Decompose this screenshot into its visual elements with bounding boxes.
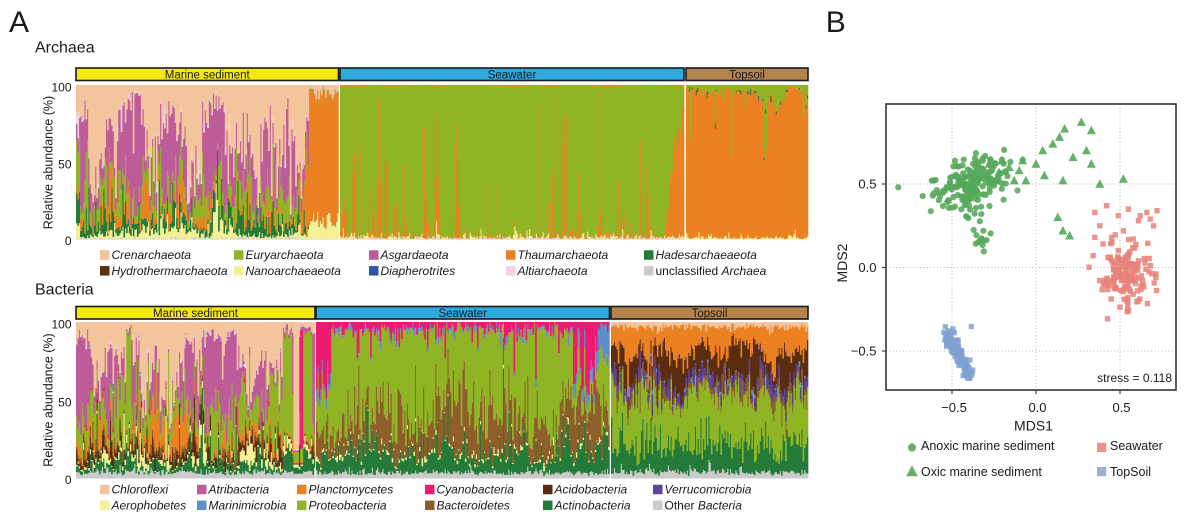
svg-text:Oxic marine sediment: Oxic marine sediment — [921, 465, 1042, 479]
svg-text:Proteobacteria: Proteobacteria — [309, 499, 387, 513]
svg-text:Asgardaeota: Asgardaeota — [380, 248, 449, 262]
svg-text:0.0: 0.0 — [1028, 400, 1046, 415]
svg-text:0.5: 0.5 — [858, 177, 876, 192]
svg-text:A: A — [9, 6, 29, 39]
svg-text:Seawater: Seawater — [438, 308, 487, 320]
svg-text:B: B — [826, 6, 846, 39]
svg-text:Aerophobetes: Aerophobetes — [111, 499, 187, 513]
svg-text:Chloroflexi: Chloroflexi — [112, 483, 169, 497]
svg-text:50: 50 — [58, 395, 72, 409]
svg-text:Actinobacteria: Actinobacteria — [554, 499, 631, 513]
svg-text:−0.5: −0.5 — [851, 344, 877, 359]
svg-text:Seawater: Seawater — [1110, 439, 1163, 453]
svg-text:Planctomycetes: Planctomycetes — [309, 483, 394, 497]
svg-text:Altiarchaeota: Altiarchaeota — [517, 264, 588, 278]
svg-text:Diapherotrites: Diapherotrites — [381, 264, 456, 278]
svg-text:Bacteroidetes: Bacteroidetes — [437, 499, 510, 513]
svg-text:50: 50 — [58, 157, 72, 171]
svg-text:100: 100 — [51, 317, 71, 331]
svg-text:Acidobacteria: Acidobacteria — [554, 483, 628, 497]
svg-text:−0.5: −0.5 — [941, 400, 967, 415]
svg-text:Thaumarchaeota: Thaumarchaeota — [518, 248, 609, 262]
svg-text:Other Bacteria: Other Bacteria — [665, 499, 743, 513]
svg-text:Relative abundance (%): Relative abundance (%) — [42, 333, 56, 466]
svg-text:stress = 0.118: stress = 0.118 — [1097, 371, 1172, 385]
svg-text:0.0: 0.0 — [858, 260, 876, 275]
svg-text:Hadesarchaeaeota: Hadesarchaeaeota — [656, 248, 758, 262]
svg-text:MDS1: MDS1 — [1014, 418, 1053, 434]
svg-text:0: 0 — [65, 473, 72, 487]
svg-text:Atribacteria: Atribacteria — [208, 483, 270, 497]
svg-text:Topsoil: Topsoil — [729, 69, 765, 81]
svg-text:100: 100 — [51, 80, 71, 94]
svg-text:Relative abundance (%): Relative abundance (%) — [42, 96, 56, 229]
svg-text:Euryarchaeota: Euryarchaeota — [246, 248, 324, 262]
svg-text:Bacteria: Bacteria — [35, 281, 94, 298]
svg-text:Marine sediment: Marine sediment — [153, 308, 239, 320]
svg-text:Verrucomicrobia: Verrucomicrobia — [665, 483, 752, 497]
svg-text:Marine sediment: Marine sediment — [165, 69, 251, 81]
svg-text:Topsoil: Topsoil — [692, 308, 728, 320]
svg-text:TopSoil: TopSoil — [1110, 465, 1151, 479]
svg-text:0.5: 0.5 — [1112, 400, 1130, 415]
svg-text:Anoxic marine sediment: Anoxic marine sediment — [921, 439, 1055, 453]
svg-text:0: 0 — [65, 234, 72, 248]
svg-text:Hydrothermarchaeota: Hydrothermarchaeota — [112, 264, 228, 278]
svg-text:Crenarchaeota: Crenarchaeota — [112, 248, 192, 262]
svg-text:Archaea: Archaea — [35, 39, 95, 56]
svg-text:unclassified Archaea: unclassified Archaea — [656, 264, 767, 278]
svg-text:Seawater: Seawater — [488, 69, 537, 81]
svg-text:Marinimicrobia: Marinimicrobia — [209, 499, 287, 513]
svg-text:Nanoarchaeaeota: Nanoarchaeaeota — [246, 264, 342, 278]
svg-text:Cyanobacteria: Cyanobacteria — [437, 483, 515, 497]
svg-text:MDS2: MDS2 — [834, 243, 850, 282]
